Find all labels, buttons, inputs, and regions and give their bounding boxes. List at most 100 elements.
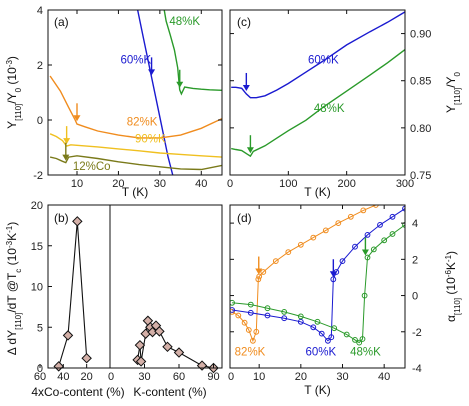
k-series-point: [173, 347, 185, 358]
ytick-label-a: 2: [37, 60, 43, 72]
ytick-label-b: 10: [31, 282, 43, 294]
series-label-c-1: 48%K: [314, 103, 345, 115]
series-d-0-point: [360, 207, 367, 214]
ytick-label-c: 0.75: [410, 170, 431, 182]
series-d-1-point: [389, 213, 396, 220]
ylabel-d-part: -1: [444, 254, 453, 262]
panel-label-c: (c): [237, 15, 251, 29]
frame-a: [47, 9, 223, 176]
series-c-1: [231, 49, 405, 158]
panel-d-plot: [230, 205, 405, 346]
panel-label-d: (d): [237, 211, 252, 225]
series-d-0-line: [231, 205, 379, 343]
xtick-label-a: 40: [195, 178, 207, 190]
panel-d: 82%K 60%K 48%K 0 10 20 30 40 -4 -2 0 2 4 (d) T (K) α[11…: [228, 204, 462, 397]
k-series-point: [162, 341, 173, 353]
series-d-1-point: [281, 315, 288, 322]
ytick-label-c: 0.90: [410, 29, 431, 41]
ytick-label-c: 0.85: [410, 76, 431, 88]
panel-label-b: (b): [54, 211, 69, 225]
xlabel-a: T (K): [122, 185, 148, 199]
k-series-point: [135, 356, 147, 367]
ylabel-b-part: [110]: [14, 313, 23, 330]
series-d-1-point: [230, 307, 235, 313]
series-d-2-point: [356, 339, 363, 346]
series-d-1-point: [364, 232, 371, 238]
panel-a: 48%K 60%K 82%K 90%K 12%Co 10 20 30 40 -2 0 2 4 (a) T (…: [5, 5, 223, 199]
frame-b: [47, 204, 223, 369]
series-d-1-point: [325, 337, 331, 344]
k-series-point: [196, 360, 208, 371]
ytick-label-a: 4: [37, 5, 43, 17]
xtick-label-b-right: 30: [138, 371, 150, 383]
series-d-2-point: [343, 331, 350, 338]
ytick-label-b: 15: [31, 241, 43, 253]
arrow-d-1-head: [329, 271, 337, 278]
ylabel-c-part: Y: [444, 105, 458, 113]
series-d-1-point: [352, 243, 358, 250]
series-d-1-point: [318, 330, 325, 337]
series-d-2-point: [370, 246, 377, 253]
series-label-c-0: 60%K: [308, 55, 339, 67]
ylabel-d-part: -6: [444, 270, 453, 278]
series-d-2-point: [352, 337, 358, 343]
panel-b: 60 40 20 30 60 90 0 0 5 10 15 20 (b) 4xCo-content (%)…: [5, 200, 223, 399]
ytick-label-b: 20: [31, 200, 43, 212]
series-d-1-point: [339, 258, 346, 265]
series-d-0-point: [250, 337, 256, 344]
co-series-line: [58, 221, 88, 367]
ylabel-a-part: /Y: [5, 92, 19, 103]
arrow-d-0-head: [255, 268, 263, 275]
ylabel-b-part: c: [14, 269, 23, 273]
series-c-0: [231, 11, 405, 99]
co-series-point: [72, 216, 83, 227]
series-d-0-point: [347, 213, 354, 220]
ylabel-a-part: [110]: [14, 104, 23, 121]
series-label-a-0: 48%K: [169, 16, 200, 28]
ylabel-d: α[110] (10-6K-1): [444, 251, 462, 322]
arrow-a-4-head: [62, 154, 70, 161]
k-series-point: [147, 326, 158, 338]
ylabel-a-part: Y: [5, 121, 19, 129]
series-label-a-1: 60%K: [121, 55, 152, 67]
series-label-d-1: 60%K: [305, 346, 336, 358]
ylabel-c-part: [110]: [453, 88, 462, 105]
arrow-a-0-head: [176, 81, 184, 88]
ytick-label-b: 0: [37, 363, 43, 375]
series-d-1-line: [232, 208, 405, 342]
arrow-a-3-head: [63, 138, 71, 145]
xtick-label-a: 20: [112, 178, 124, 190]
series-label-a-2: 82%K: [127, 117, 158, 129]
series-a-2: [49, 75, 222, 139]
ytick-label-d: 2: [412, 254, 418, 266]
xtick-label-b-left: 40: [57, 371, 69, 383]
series-d-2-point: [361, 292, 368, 299]
series-d-1-point: [297, 318, 304, 325]
ylabel-b-part: ): [5, 222, 19, 226]
k-series-point: [134, 339, 146, 351]
xtick-label-c: 200: [337, 178, 355, 190]
xlabel-c: T (K): [304, 185, 330, 199]
series-d-2-point: [389, 231, 396, 237]
series-d-1-point: [377, 222, 383, 228]
series-d-0-point: [256, 273, 263, 280]
series-d-0-point: [272, 258, 279, 265]
xtick-label-d: 40: [378, 371, 390, 383]
frame-d: [229, 204, 406, 369]
ylabel-b-part: /dT @T: [5, 272, 19, 313]
series-d-0-point: [253, 328, 260, 335]
ylabel-b-part: K: [5, 233, 19, 241]
frame-c: [229, 9, 406, 176]
xlabel-b-right: K-content (%): [133, 385, 206, 399]
series-d-0-point: [297, 241, 304, 248]
series-d-2-point: [331, 325, 338, 332]
xtick-label-d: 10: [253, 371, 265, 383]
xtick-label-b-right: 90: [207, 371, 219, 383]
series-a-0: [163, 10, 222, 96]
ylabel-b: Δ dY[110]/dT @Tc (10-3K-1): [5, 222, 23, 356]
ylabel-b-part: (10: [5, 248, 19, 269]
xtick-label-a: 30: [154, 178, 166, 190]
series-a-3: [49, 133, 222, 158]
series-label-d-0: 82%K: [235, 346, 266, 358]
panel-label-a: (a): [54, 15, 69, 29]
